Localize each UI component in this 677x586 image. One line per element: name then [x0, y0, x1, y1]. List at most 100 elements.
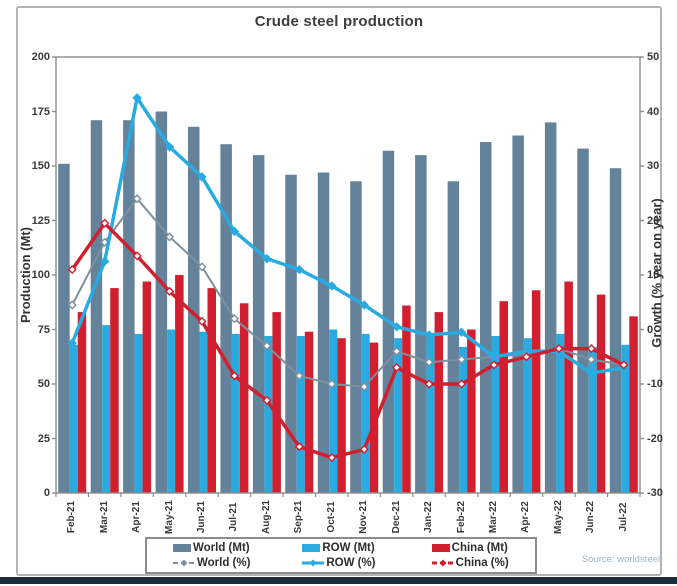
- marker-world-jun-22: [586, 354, 596, 365]
- marker-world-apr-21: [132, 194, 142, 204]
- marker-china-jun-22: [586, 343, 596, 354]
- marker-china-mar-22: [489, 360, 499, 370]
- bottom-strip: [0, 577, 677, 584]
- legend-label: ROW (%): [326, 557, 376, 570]
- y-axis-tick-label: 175: [31, 106, 50, 118]
- chart-title: Crude steel production: [254, 13, 424, 30]
- legend-swatch-icon: [302, 543, 321, 552]
- marker-row-jul-21: [229, 226, 240, 237]
- marker-china-jun-21: [197, 316, 207, 326]
- bar-china-mt-nov-21: [369, 342, 379, 493]
- y-axis-tick-label: 125: [31, 215, 50, 227]
- legend-label: ROW (Mt): [322, 541, 375, 554]
- x-axis-tick-label: Jun-21: [196, 500, 207, 534]
- x-axis-tick-label: Aug-21: [261, 500, 272, 534]
- source-credit: Source: worldsteel: [581, 554, 660, 565]
- x-axis-tick-label: May-22: [553, 500, 564, 534]
- secondary-axis-tick-label: 0: [647, 324, 654, 336]
- marker-row-nov-21: [359, 300, 369, 310]
- y-axis-tick-label: 0: [43, 487, 50, 499]
- legend-label: China (%): [455, 557, 509, 570]
- marker-row-oct-21: [327, 281, 337, 291]
- secondary-axis-tick-label: -10: [647, 378, 663, 390]
- bar-china-mt-mar-21: [110, 288, 119, 493]
- secondary-axis-tick-label: -20: [647, 433, 663, 445]
- x-axis-tick-label: Dec-21: [391, 500, 402, 534]
- marker-row-mar-21: [99, 256, 110, 267]
- marker-world-jul-21: [229, 314, 240, 324]
- marker-world-may-21: [164, 232, 175, 242]
- bar-row-mt-mar-22: [491, 336, 500, 493]
- marker-china-apr-22: [521, 352, 532, 362]
- legend-item-china: China (%): [406, 557, 535, 569]
- bar-row-mt-oct-21: [329, 329, 338, 493]
- x-axis-tick-label: Feb-21: [66, 500, 77, 534]
- line-row: [70, 96, 626, 375]
- bar-world-mt-feb-21: [58, 163, 70, 494]
- bar-world-mt-jul-21: [220, 144, 232, 493]
- bar-world-mt-apr-21: [123, 120, 135, 493]
- bar-world-mt-mar-21: [90, 120, 103, 493]
- secondary-axis-tick-label: 50: [647, 51, 660, 63]
- bar-china-mt-jan-22: [434, 312, 444, 493]
- bar-row-mt-jul-22: [621, 344, 630, 493]
- marker-row-jan-22: [424, 330, 434, 340]
- x-axis-tick-label: Oct-21: [326, 501, 337, 533]
- bar-world-mt-jun-21: [188, 126, 200, 494]
- legend-item-row-mt: ROW (Mt): [276, 542, 405, 554]
- legend: World (Mt) ROW (Mt) China (Mt) World (%) ROW…: [145, 537, 537, 574]
- bar-row-mt-may-22: [556, 333, 565, 493]
- bar-china-mt-oct-21: [337, 338, 346, 493]
- line-world: [71, 197, 625, 388]
- secondary-axis-tick-label: 40: [647, 106, 660, 118]
- marker-row-feb-21: [67, 338, 77, 348]
- legend-line-icon: [302, 559, 325, 567]
- bar-china-mt-may-21: [175, 275, 184, 493]
- y-axis-tick-label: 150: [31, 160, 50, 172]
- marker-china-may-21: [164, 286, 175, 296]
- bar-china-mt-apr-22: [531, 290, 541, 493]
- legend-line-icon: [431, 559, 454, 567]
- bar-row-mt-feb-21: [69, 344, 78, 493]
- y-axis-tick-label: 100: [31, 269, 50, 281]
- bar-china-mt-jul-22: [629, 316, 638, 493]
- bar-row-mt-jun-21: [199, 331, 208, 493]
- bar-china-mt-apr-21: [142, 281, 152, 493]
- x-axis-tick-label: Jul-21: [228, 502, 239, 532]
- marker-china-feb-22: [456, 379, 467, 389]
- bar-world-mt-jan-22: [415, 155, 427, 493]
- bar-china-mt-dec-21: [402, 305, 411, 493]
- marker-world-dec-21: [392, 346, 402, 356]
- legend-line-icon: [173, 559, 195, 567]
- marker-row-dec-21: [391, 322, 402, 332]
- marker-china-aug-21: [262, 395, 272, 405]
- bar-world-mt-jun-22: [577, 148, 589, 493]
- bar-china-mt-jun-21: [207, 288, 216, 493]
- marker-china-feb-21: [67, 264, 77, 275]
- bar-world-mt-may-21: [155, 111, 168, 493]
- x-axis-tick-label: Apr-21: [131, 501, 142, 533]
- bar-world-mt-sep-21: [285, 174, 297, 493]
- x-axis-tick-label: May-21: [164, 500, 175, 534]
- bar-world-mt-aug-21: [252, 155, 265, 493]
- y-axis-tick-label: 200: [31, 51, 50, 63]
- legend-item-world: World (%): [147, 557, 276, 569]
- bar-row-mt-aug-21: [264, 336, 273, 493]
- bar-china-mt-mar-22: [499, 301, 508, 493]
- bar-china-mt-jun-22: [596, 294, 606, 493]
- marker-world-nov-21: [359, 382, 369, 392]
- x-axis-tick-label: Mar-21: [99, 500, 110, 534]
- marker-world-sep-21: [294, 371, 304, 381]
- marker-china-jul-22: [619, 360, 629, 370]
- x-axis-tick-label: Jun-22: [585, 500, 596, 534]
- marker-world-jun-21: [197, 262, 207, 272]
- marker-row-jun-22: [586, 368, 597, 378]
- bar-china-mt-jul-21: [239, 303, 249, 493]
- bar-row-mt-dec-21: [394, 338, 403, 493]
- marker-row-aug-21: [262, 253, 272, 264]
- marker-row-feb-22: [456, 327, 467, 337]
- legend-label: China (Mt): [451, 541, 508, 554]
- legend-label: World (%): [197, 557, 251, 570]
